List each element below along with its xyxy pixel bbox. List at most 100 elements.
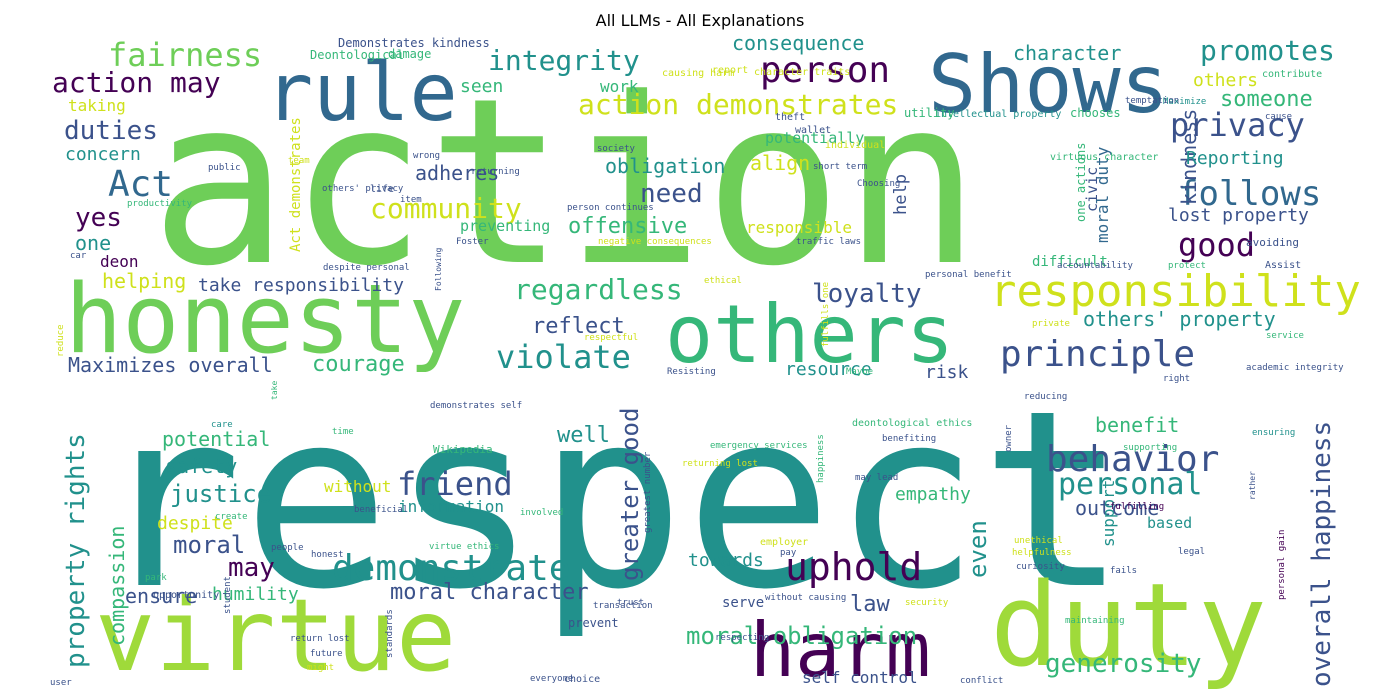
word-foster: Foster (456, 237, 489, 247)
word-honesty: honesty (65, 265, 465, 375)
word-safety: safety (165, 454, 237, 478)
word-self-control: self control (802, 668, 918, 687)
word-without-causing: without causing (765, 593, 846, 603)
word-privacy: privacy (1170, 106, 1305, 144)
word-obligation: obligation (605, 154, 725, 178)
word-may-lead: may lead (855, 473, 898, 483)
word-greater-good: greater good (616, 408, 644, 581)
word-temptation: temptation (1125, 96, 1179, 106)
chart-title: All LLMs - All Explanations (595, 11, 805, 30)
word-work: work (600, 77, 639, 96)
word-life: life (370, 184, 394, 195)
word-damage: damage (388, 47, 431, 61)
word-following: Following (434, 247, 443, 291)
word-individual: individual (825, 140, 885, 151)
word-future: future (310, 649, 343, 659)
word-demonstrates-kindness: Demonstrates kindness (338, 36, 490, 50)
word-regardless: regardless (514, 273, 683, 306)
word-reflect: reflect (532, 314, 625, 339)
word-principle: principle (1000, 334, 1195, 375)
word-information: information (398, 497, 504, 516)
word-someone: someone (1220, 87, 1313, 112)
word-even: even (964, 520, 992, 578)
word-support: support (1099, 480, 1118, 547)
word-person: person (760, 50, 890, 91)
word-civic: civic (1083, 167, 1101, 212)
word-violate: violate (496, 338, 631, 376)
word-right: right (1163, 374, 1190, 384)
word-others-property: others' property (1083, 307, 1276, 331)
word-justice: justice (170, 480, 271, 508)
word-student: student (223, 576, 233, 614)
word-virtuous-character: virtuous character (1050, 152, 1158, 163)
word-duties: duties (64, 116, 158, 146)
word-return-lost: return lost (290, 634, 350, 644)
word-ethical: ethical (704, 276, 742, 286)
word-honest: honest (311, 550, 344, 560)
word-returning: returning (471, 167, 520, 177)
word-property-rights: property rights (61, 433, 91, 668)
word-moral: moral (173, 531, 245, 559)
word-protect: protect (1168, 261, 1206, 271)
word-one: one (75, 231, 111, 255)
word-lost-property: lost property (1168, 205, 1309, 226)
word-maintaining: maintaining (1065, 616, 1125, 626)
word-concern: concern (65, 144, 141, 165)
word-kindness: kindness (1177, 109, 1201, 205)
word-need: need (640, 179, 703, 209)
word-rule: rule (265, 46, 458, 139)
word-align: align (750, 151, 810, 175)
word-utility: utility (904, 106, 955, 120)
word-law: law (850, 592, 890, 617)
word-character-traits: character traits (754, 67, 850, 78)
word-others: others (1193, 70, 1258, 91)
word-yes: yes (75, 203, 122, 233)
word-involved: involved (520, 508, 563, 518)
word-maximizes-overall: Maximizes overall (68, 353, 273, 377)
word-courage: courage (312, 352, 405, 377)
word-item: item (400, 195, 422, 205)
word-helpfulness: helpfulness (1012, 548, 1072, 558)
word-maybe: Maybe (846, 367, 873, 377)
word-owner: owner (1004, 424, 1014, 452)
word-others: others (665, 288, 954, 381)
word-deon: deon (100, 252, 139, 271)
word-friend: friend (397, 465, 513, 503)
word-demonstrate: demonstrate (332, 548, 570, 589)
word-intellectual-property: intellectual property (935, 109, 1061, 120)
word-security: security (905, 598, 949, 608)
word-respectful: respectful (584, 333, 638, 343)
word-one-actions: one actions (1074, 143, 1088, 222)
word-chooses: chooses (1070, 106, 1121, 120)
word-adheres: adheres (415, 161, 499, 185)
word-beneficial: beneficial (354, 505, 408, 515)
word-good: good (1178, 226, 1255, 264)
word-user: user (50, 678, 72, 688)
word-virtue: virtue (95, 577, 456, 694)
word-contribute: contribute (1262, 69, 1322, 80)
word-greatest-number: greatest number (643, 451, 653, 533)
word-theft: theft (775, 112, 805, 123)
word-others-privacy: others' privacy (322, 184, 404, 194)
word-team: team (288, 156, 310, 166)
word-wrong: wrong (413, 151, 440, 161)
word-loyalty: loyalty (812, 279, 922, 309)
word-demonstrates-self: demonstrates self (430, 401, 522, 411)
word-people: people (271, 543, 304, 553)
word-difficult: difficult (1032, 254, 1108, 270)
word-responsible: responsible (746, 218, 852, 237)
word-benefiting: benefiting (882, 434, 936, 444)
word-productivity: productivity (127, 199, 193, 209)
word-taking: taking (68, 96, 126, 115)
word-time: time (332, 427, 354, 437)
word-private: private (1032, 319, 1070, 329)
word-benefit: benefit (1095, 413, 1179, 437)
word-shows: Shows (928, 38, 1169, 131)
word-resisting: Resisting (667, 367, 716, 377)
word-academic-integrity: academic integrity (1246, 363, 1344, 373)
word-conflict: conflict (960, 676, 1003, 686)
word-emergency-services: emergency services (710, 441, 808, 451)
word-action-may: action may (52, 66, 221, 99)
word-fulfills-one: fulfills one (821, 282, 831, 347)
word-towards: towards (688, 550, 764, 571)
